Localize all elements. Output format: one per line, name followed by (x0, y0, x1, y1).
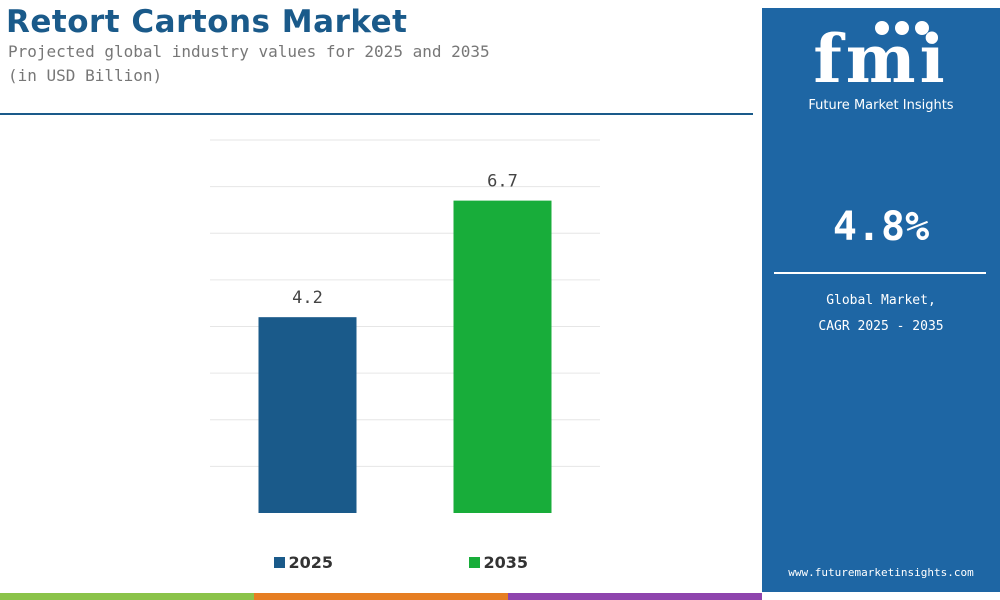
data-labels: 4.2 6.7 (292, 172, 518, 309)
subtitle-line: Projected global industry values for 202… (8, 42, 490, 61)
chart-subtitle: Projected global industry values for 202… (8, 40, 490, 88)
fmi-logo: fmi (813, 20, 949, 98)
panel-divider (774, 272, 986, 274)
logo-text: Future Market Insights (808, 98, 954, 113)
side-panel: fmi Future Market Insights 4.8% Global M… (762, 8, 1000, 592)
data-label-2025: 4.2 (292, 288, 323, 308)
bars (258, 200, 552, 514)
bar-chart: 4.2 6.7 (210, 139, 600, 514)
bar-2025 (258, 317, 357, 513)
chart-title: Retort Cartons Market (6, 4, 408, 40)
data-label-2035: 6.7 (487, 172, 518, 192)
subtitle-unit: (in USD Billion) (8, 66, 163, 85)
legend-label: 2025 (288, 553, 334, 572)
bottom-color-strip (0, 593, 762, 600)
header-divider (0, 113, 753, 115)
cagr-label: Global Market, CAGR 2025 - 2035 (762, 288, 1000, 340)
legend-item-2035: 2035 (468, 553, 529, 572)
legend-item-2025: 2025 (273, 553, 334, 572)
website-link[interactable]: www.futuremarketinsights.com (788, 566, 974, 579)
legend-swatch (468, 557, 480, 568)
legend-swatch (273, 557, 285, 568)
cagr-value: 4.8% (832, 204, 930, 250)
cagr-label-line1: Global Market, (826, 293, 936, 308)
logo-icons (875, 21, 929, 35)
legend-label: 2035 (483, 553, 529, 572)
bar-2035 (453, 200, 552, 514)
cagr-label-line2: CAGR 2025 - 2035 (818, 319, 944, 334)
